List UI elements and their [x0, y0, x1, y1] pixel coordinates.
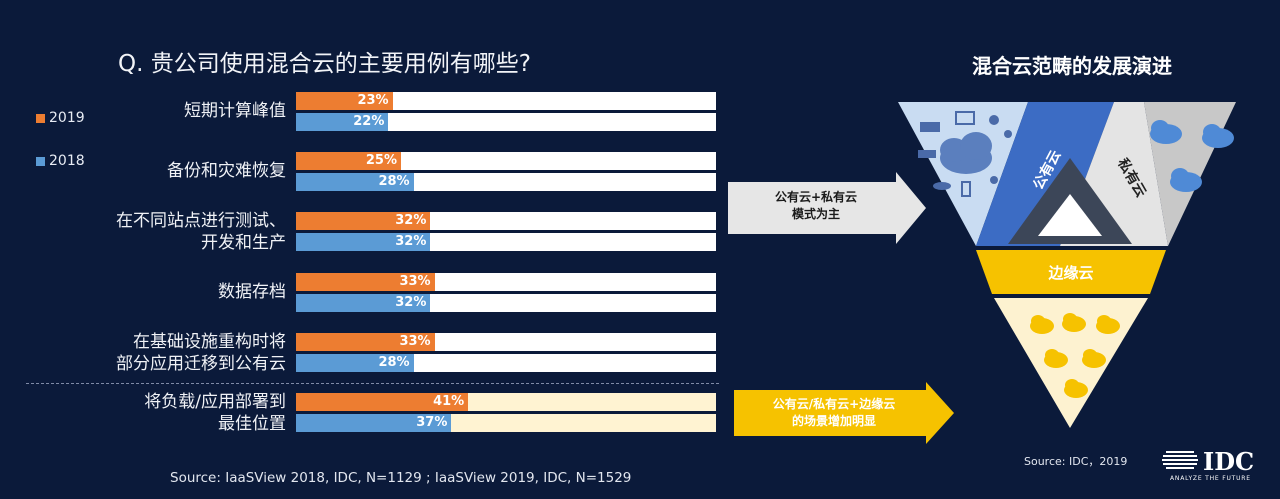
- bar-track: 37%: [296, 414, 716, 432]
- category-label: 数据存档: [218, 281, 286, 303]
- bar-2019: 32%: [296, 212, 431, 230]
- legend-swatch-2018: [36, 156, 45, 166]
- bar-track: 32%: [296, 233, 716, 251]
- private-cloud-icon: [1150, 120, 1234, 192]
- bar-2019: 33%: [296, 273, 435, 291]
- category-label: 短期计算峰值: [184, 100, 286, 122]
- bar-track: 25%: [296, 152, 716, 170]
- public-cloud-band: [976, 102, 1114, 246]
- bar-track: 32%: [296, 212, 716, 230]
- laptop-icon: [955, 111, 975, 125]
- bar-value-label: 25%: [365, 153, 397, 168]
- category-label-line: 数据存档: [218, 282, 286, 302]
- bar-value-label: 23%: [357, 93, 389, 108]
- bar-value-label: 32%: [395, 213, 427, 228]
- bar-2019: 25%: [296, 152, 401, 170]
- bar-value-label: 37%: [416, 415, 448, 430]
- edge-cloud-label: 边缘云: [1047, 264, 1093, 282]
- bar-track: 23%: [296, 92, 716, 110]
- legend-2018: 2018: [36, 153, 85, 169]
- idc-tagline: ANALYZE THE FUTURE: [1170, 475, 1251, 482]
- bar-2018: 22%: [296, 113, 389, 131]
- truck-icon: [920, 122, 940, 132]
- public-cloud-panel: [898, 102, 1028, 246]
- arrow2-line1: 公有云/私有云+边缘云: [772, 397, 896, 411]
- arrow2-text: 公有云/私有云+边缘云 的场景增加明显: [740, 396, 928, 430]
- idc-globe-icon: [1162, 451, 1198, 469]
- car-icon: [918, 150, 936, 158]
- person-icon: [990, 176, 998, 184]
- arrow1-text: 公有云+私有云 模式为主: [740, 189, 892, 223]
- bar-value-label: 41%: [433, 394, 465, 409]
- bar-2018: 32%: [296, 233, 431, 251]
- category-label: 在基础设施重构时将 部分应用迁移到公有云: [116, 331, 286, 375]
- idc-logo: IDC: [1203, 447, 1255, 476]
- bar-2019: 23%: [296, 92, 393, 110]
- phone-icon: [961, 181, 971, 197]
- category-label-line: 备份和灾难恢复: [167, 161, 286, 181]
- category-label: 在不同站点进行测试、 开发和生产: [116, 210, 286, 254]
- category-label-line: 在不同站点进行测试、: [116, 211, 286, 231]
- legend-2019: 2019: [36, 110, 85, 126]
- bar-value-label: 28%: [378, 174, 410, 189]
- bar-2019: 41%: [296, 393, 469, 411]
- highlight-divider: [26, 383, 719, 384]
- bar-track: 32%: [296, 294, 716, 312]
- bar-2018: 28%: [296, 173, 414, 191]
- category-label: 将负载/应用部署到 最佳位置: [144, 391, 286, 435]
- legend-label-2018: 2018: [49, 153, 85, 169]
- bar-2019: 33%: [296, 333, 435, 351]
- bar-2018: 28%: [296, 354, 414, 372]
- category-label: 备份和灾难恢复: [167, 160, 286, 182]
- cloud-icon: [940, 132, 992, 174]
- drone-icon: [933, 182, 951, 190]
- arrow1-line1: 公有云+私有云: [774, 190, 858, 204]
- arrow-edge: [734, 382, 954, 444]
- diagram-title: 混合云范畴的发展演进: [972, 54, 1172, 78]
- category-label-line: 在基础设施重构时将: [133, 332, 286, 352]
- bar-value-label: 32%: [395, 295, 427, 310]
- hybrid-cloud-diagram: 公有云 私有云 边缘云: [898, 102, 1236, 428]
- person-icon: [1004, 130, 1012, 138]
- bar-2018: 37%: [296, 414, 452, 432]
- bar-track: 33%: [296, 333, 716, 351]
- question-title: Q. 贵公司使用混合云的主要用例有哪些?: [118, 51, 531, 77]
- category-label-line: 部分应用迁移到公有云: [116, 354, 286, 374]
- category-label-line: 最佳位置: [218, 414, 286, 434]
- bar-track: 22%: [296, 113, 716, 131]
- arrow1-line2: 模式为主: [791, 207, 840, 221]
- edge-cloud-band: [976, 250, 1166, 294]
- diagram-source: Source: IDC，2019: [1024, 455, 1128, 468]
- wheelchair-icon: [989, 115, 999, 125]
- bar-value-label: 33%: [399, 274, 431, 289]
- category-label-line: 开发和生产: [201, 233, 286, 253]
- edge-cloud-icon: [1030, 313, 1120, 398]
- category-label-line: 短期计算峰值: [184, 101, 286, 121]
- bar-value-label: 22%: [353, 114, 385, 129]
- chart-source: Source: IaaSView 2018, IDC, N=1129 ; Iaa…: [170, 470, 632, 486]
- legend-swatch-2019: [36, 113, 45, 123]
- arrow2-line2: 的场景增加明显: [791, 414, 876, 428]
- bar-track: 33%: [296, 273, 716, 291]
- bar-value-label: 28%: [378, 355, 410, 370]
- bar-value-label: 32%: [395, 234, 427, 249]
- bar-track: 28%: [296, 173, 716, 191]
- center-triangle-inner: [1038, 194, 1102, 236]
- arrow-public-private: [728, 172, 926, 244]
- bar-track: 41%: [296, 393, 716, 411]
- bar-track: 28%: [296, 354, 716, 372]
- bar-value-label: 33%: [399, 334, 431, 349]
- bar-2018: 32%: [296, 294, 431, 312]
- category-label-line: 将负载/应用部署到: [144, 392, 286, 412]
- legend-label-2019: 2019: [49, 110, 85, 126]
